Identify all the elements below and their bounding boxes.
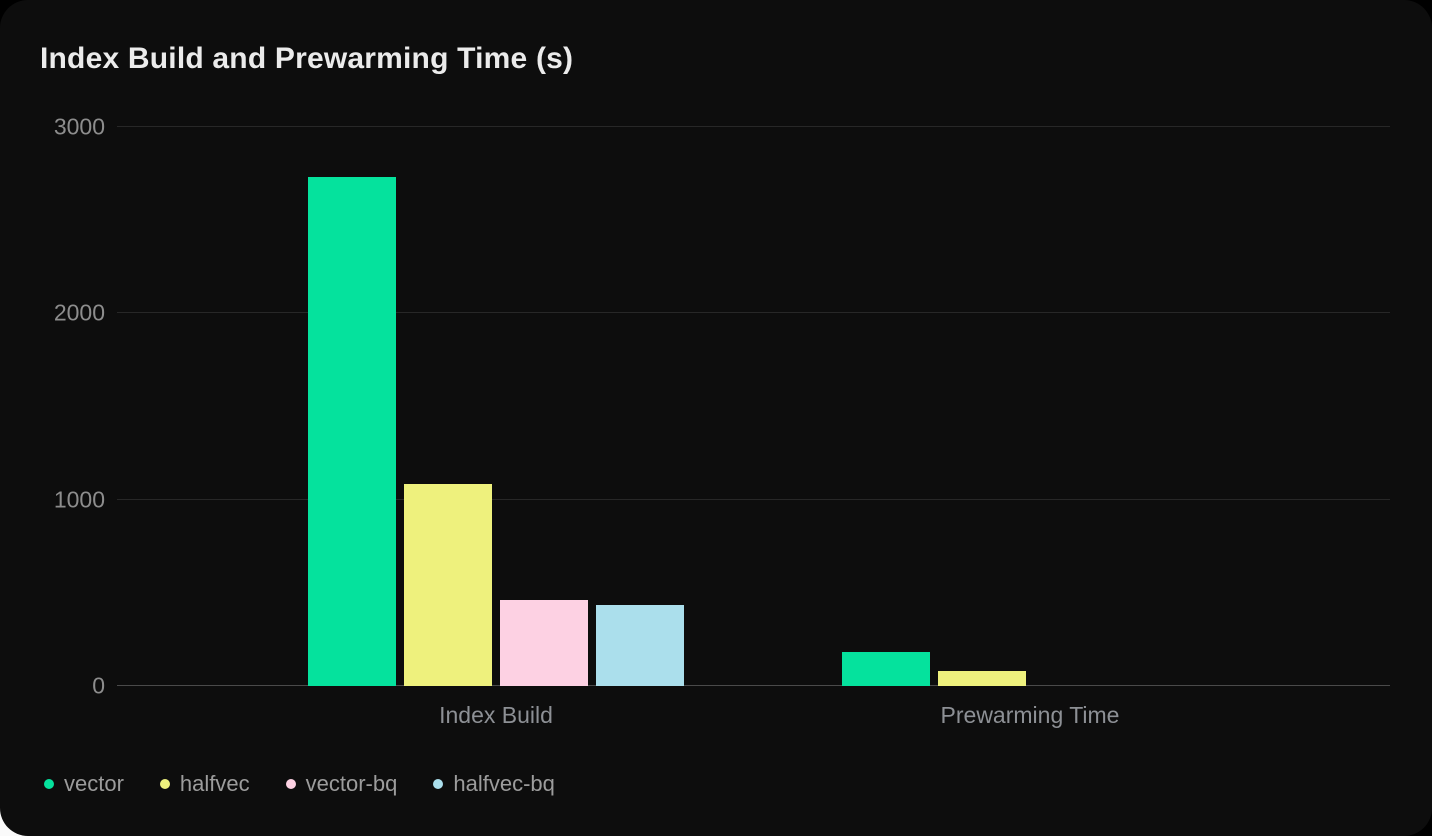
y-tick-label: 0 <box>92 672 105 699</box>
y-axis: 0 1000 2000 3000 <box>0 115 105 697</box>
legend-dot-icon <box>159 779 170 789</box>
bar-halfvec-0 <box>404 484 492 686</box>
legend: vector halfvec vector-bq halfvec-bq <box>44 769 555 799</box>
chart-title: Index Build and Prewarming Time (s) <box>40 42 574 75</box>
legend-item-halfvec: halfvec <box>159 771 250 796</box>
legend-label: vector <box>64 771 124 796</box>
bar-halfvec-1 <box>938 671 1026 686</box>
y-tick-label: 2000 <box>53 299 105 326</box>
legend-dot-icon <box>44 779 54 789</box>
legend-item-vector: vector <box>44 773 124 795</box>
legend-dot-icon <box>285 779 296 789</box>
bar-vector-bq-0 <box>500 600 588 686</box>
legend-dot-icon <box>433 779 444 789</box>
legend-item-vector-bq: vector-bq <box>285 771 398 796</box>
plot-area: Index Build Prewarming Time <box>117 126 1390 728</box>
legend-label: halfvec-bq <box>453 771 555 796</box>
legend-label: halfvec <box>179 771 250 796</box>
x-axis-zero-line <box>117 685 1390 686</box>
bar-vector-0 <box>308 177 396 686</box>
legend-label: vector-bq <box>305 771 398 796</box>
y-tick-label: 3000 <box>53 113 105 140</box>
gridline <box>117 498 1390 500</box>
category-label: Index Build <box>439 702 553 728</box>
bar-vector-1 <box>842 652 930 686</box>
bar-halfvec-bq-0 <box>596 605 684 686</box>
category-label: Prewarming Time <box>940 702 1120 728</box>
y-tick-label: 1000 <box>53 486 105 513</box>
gridline <box>117 126 1390 127</box>
gridline <box>117 312 1390 314</box>
legend-item-halfvec-bq: halfvec-bq <box>433 773 555 795</box>
